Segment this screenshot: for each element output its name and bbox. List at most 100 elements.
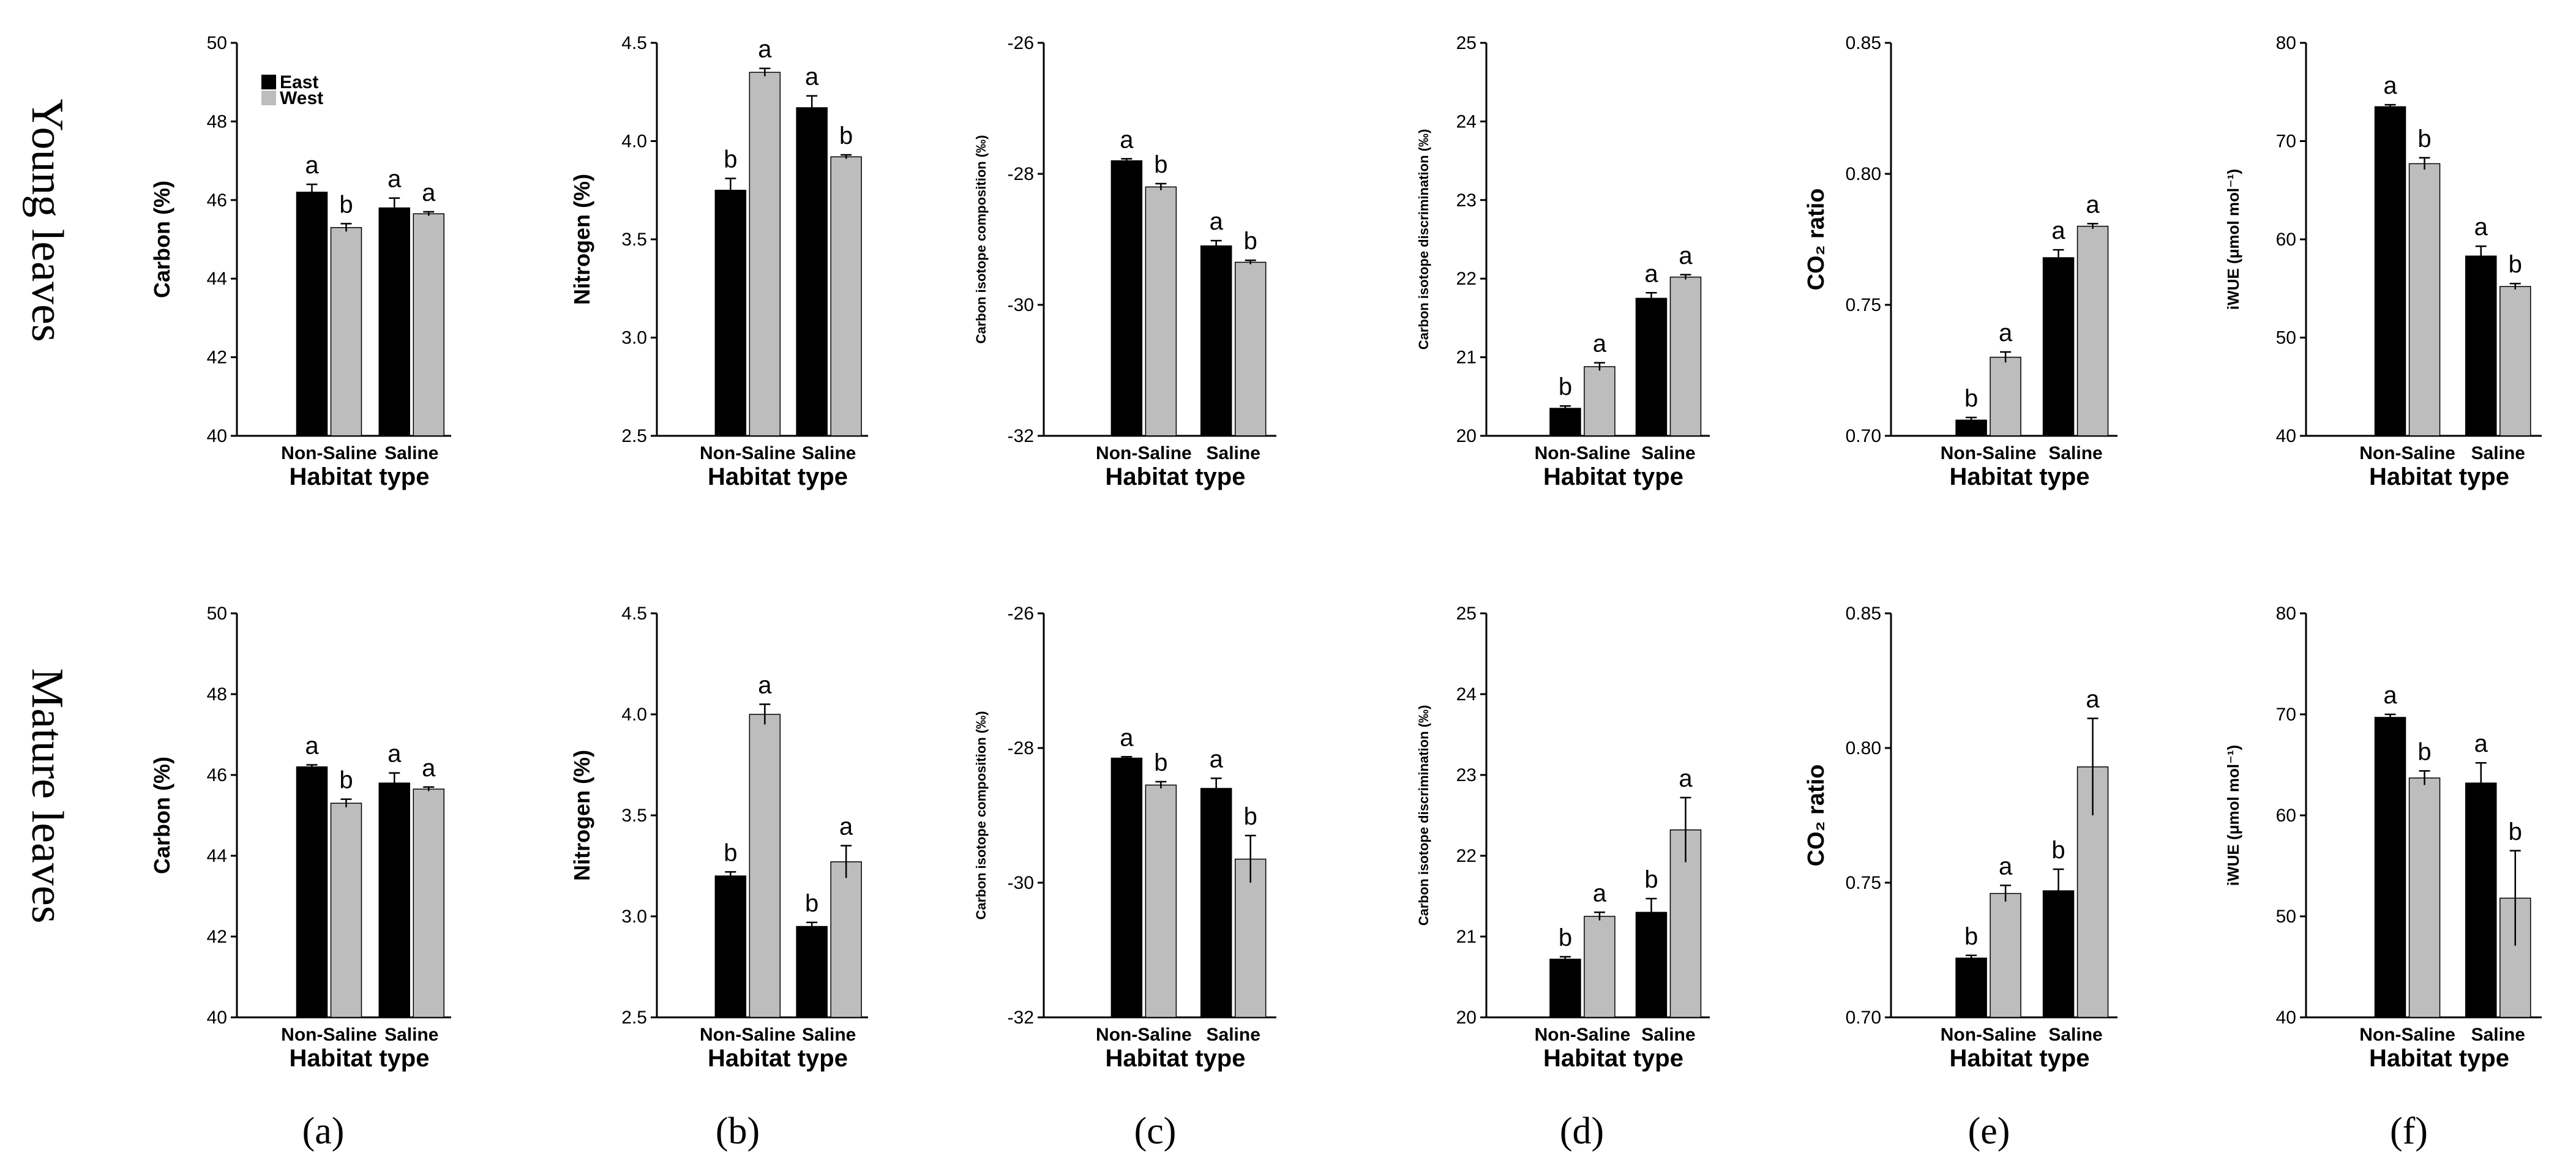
y-tick-label: 22 (1456, 269, 1477, 289)
bar-east (378, 782, 410, 1018)
y-tick-label: 44 (207, 846, 227, 866)
chart-young-c: -32 -30 -28 -26 Carbon isotope composition (… (973, 33, 1276, 490)
x-category-label: Saline (1641, 1025, 1695, 1045)
x-axis-title: Habitat type (1106, 1045, 1246, 1072)
significance-letter: a (805, 64, 819, 91)
chart-young-b: 2.5 3.0 3.5 4.0 4.5 Nitrogen (%) Non-Saline b a S… (569, 33, 868, 490)
significance-letter: a (2383, 72, 2397, 99)
bar-east (378, 207, 410, 436)
y-axis-title: Carbon isotope discrimination (‰) (1416, 129, 1431, 350)
y-tick-label: 46 (207, 765, 227, 785)
significance-letter: b (1559, 373, 1572, 400)
y-axis-title: iWUE (μmol mol⁻¹) (2224, 169, 2242, 310)
significance-letter: a (2086, 191, 2100, 218)
y-tick-label: 23 (1456, 190, 1477, 211)
y-tick-label: 20 (1456, 1008, 1477, 1028)
y-tick-label: 3.5 (621, 806, 647, 826)
chart-mature-e: 0.70 0.75 0.80 0.85 CO₂ ratio Non-Saline b a Sal… (1803, 604, 2117, 1072)
bar-west (830, 861, 862, 1018)
bar-east (2374, 717, 2406, 1018)
bar-east (2374, 106, 2406, 436)
bar-east (1635, 911, 1668, 1018)
y-tick-label: 50 (2276, 328, 2296, 348)
y-tick-label: 4.0 (621, 705, 647, 725)
bar-east (1110, 757, 1143, 1018)
significance-letter: a (1593, 331, 1607, 357)
x-category-label: Non-Saline (1535, 1025, 1631, 1045)
bar-west (1990, 356, 2021, 436)
bar-west (1669, 276, 1702, 436)
x-category-label: Saline (2471, 1025, 2525, 1045)
bar-east (714, 875, 747, 1018)
significance-letter: b (1559, 924, 1572, 951)
bar-east (2465, 255, 2497, 436)
x-axis-title: Habitat type (2369, 1045, 2509, 1072)
bar-east (1955, 957, 1987, 1018)
x-category-label: Non-Saline (700, 1025, 796, 1045)
x-category-label: Saline (1641, 443, 1695, 463)
x-axis-title: Habitat type (1106, 463, 1246, 490)
row-label-young: Young leaves (22, 99, 72, 342)
x-category-label: Non-Saline (1096, 443, 1192, 463)
y-tick-label: 0.80 (1846, 738, 1881, 758)
legend-swatch-west (261, 91, 276, 105)
bar-east (2465, 782, 2497, 1018)
y-axis-title: Carbon isotope composition (‰) (973, 711, 989, 920)
chart-mature-b: 2.5 3.0 3.5 4.0 4.5 Nitrogen (%) Non-Saline b a S… (569, 604, 868, 1072)
y-tick-label: -32 (1008, 426, 1034, 446)
significance-letter: b (1154, 151, 1167, 178)
x-category-label: Saline (384, 443, 438, 463)
x-category-label: Saline (1207, 443, 1260, 463)
significance-letter: b (2417, 738, 2431, 765)
x-category-label: Saline (2471, 443, 2525, 463)
y-tick-label: 70 (2276, 705, 2296, 725)
y-tick-label: 3.5 (621, 230, 647, 250)
chart-young-d: 20 21 22 23 24 25 Carbon isotope discriminatio… (1416, 33, 1710, 490)
significance-letter: a (388, 166, 402, 193)
bar-east (296, 192, 328, 436)
y-axis-title: Carbon (%) (149, 181, 174, 298)
y-tick-label: 48 (207, 111, 227, 132)
y-tick-label: 50 (2276, 907, 2296, 927)
y-tick-label: 24 (1456, 684, 1477, 705)
significance-letter: a (388, 741, 402, 768)
y-tick-label: 23 (1456, 765, 1477, 785)
x-axis-title: Habitat type (1543, 1045, 1683, 1072)
significance-letter: b (2509, 818, 2522, 845)
bar-east (714, 190, 747, 436)
x-category-label: Non-Saline (281, 443, 377, 463)
y-axis-title: Nitrogen (%) (569, 750, 594, 881)
x-axis-title: Habitat type (290, 1045, 430, 1072)
y-tick-label: -26 (1008, 604, 1034, 624)
panel-label-a: (a) (302, 1110, 345, 1152)
bar-east (1955, 419, 1987, 436)
y-tick-label: 60 (2276, 230, 2296, 250)
bar-west (1234, 261, 1267, 436)
significance-letter: a (422, 755, 436, 782)
chart-mature-c: -32 -30 -28 -26 Carbon isotope composition (… (973, 604, 1276, 1072)
y-tick-label: -30 (1008, 873, 1034, 893)
bar-east (796, 107, 828, 436)
x-category-label: Saline (802, 443, 856, 463)
significance-letter: a (839, 814, 853, 840)
chart-mature-d: 20 21 22 23 24 25 Carbon isotope discriminatio… (1416, 604, 1710, 1072)
x-axis-title: Habitat type (290, 463, 430, 490)
bar-east (296, 766, 328, 1018)
y-tick-label: 21 (1456, 348, 1477, 368)
legend-label-west: West (280, 88, 323, 108)
x-axis-title: Habitat type (708, 1045, 848, 1072)
bar-west (2076, 225, 2109, 436)
panel-label-b: (b) (716, 1110, 760, 1152)
y-tick-label: 60 (2276, 806, 2296, 826)
significance-letter: a (758, 36, 772, 63)
panel-label-d: (d) (1560, 1110, 1604, 1152)
y-tick-label: 40 (207, 426, 227, 446)
y-tick-label: 42 (207, 927, 227, 947)
x-axis-title: Habitat type (1950, 1045, 2090, 1072)
chart-mature-f: 40 50 60 70 80 iWUE (μmol mol⁻¹) Non-Saline a b S… (2224, 604, 2542, 1072)
y-axis-title: Carbon isotope discrimination (‰) (1416, 705, 1431, 926)
y-tick-label: -30 (1008, 295, 1034, 315)
